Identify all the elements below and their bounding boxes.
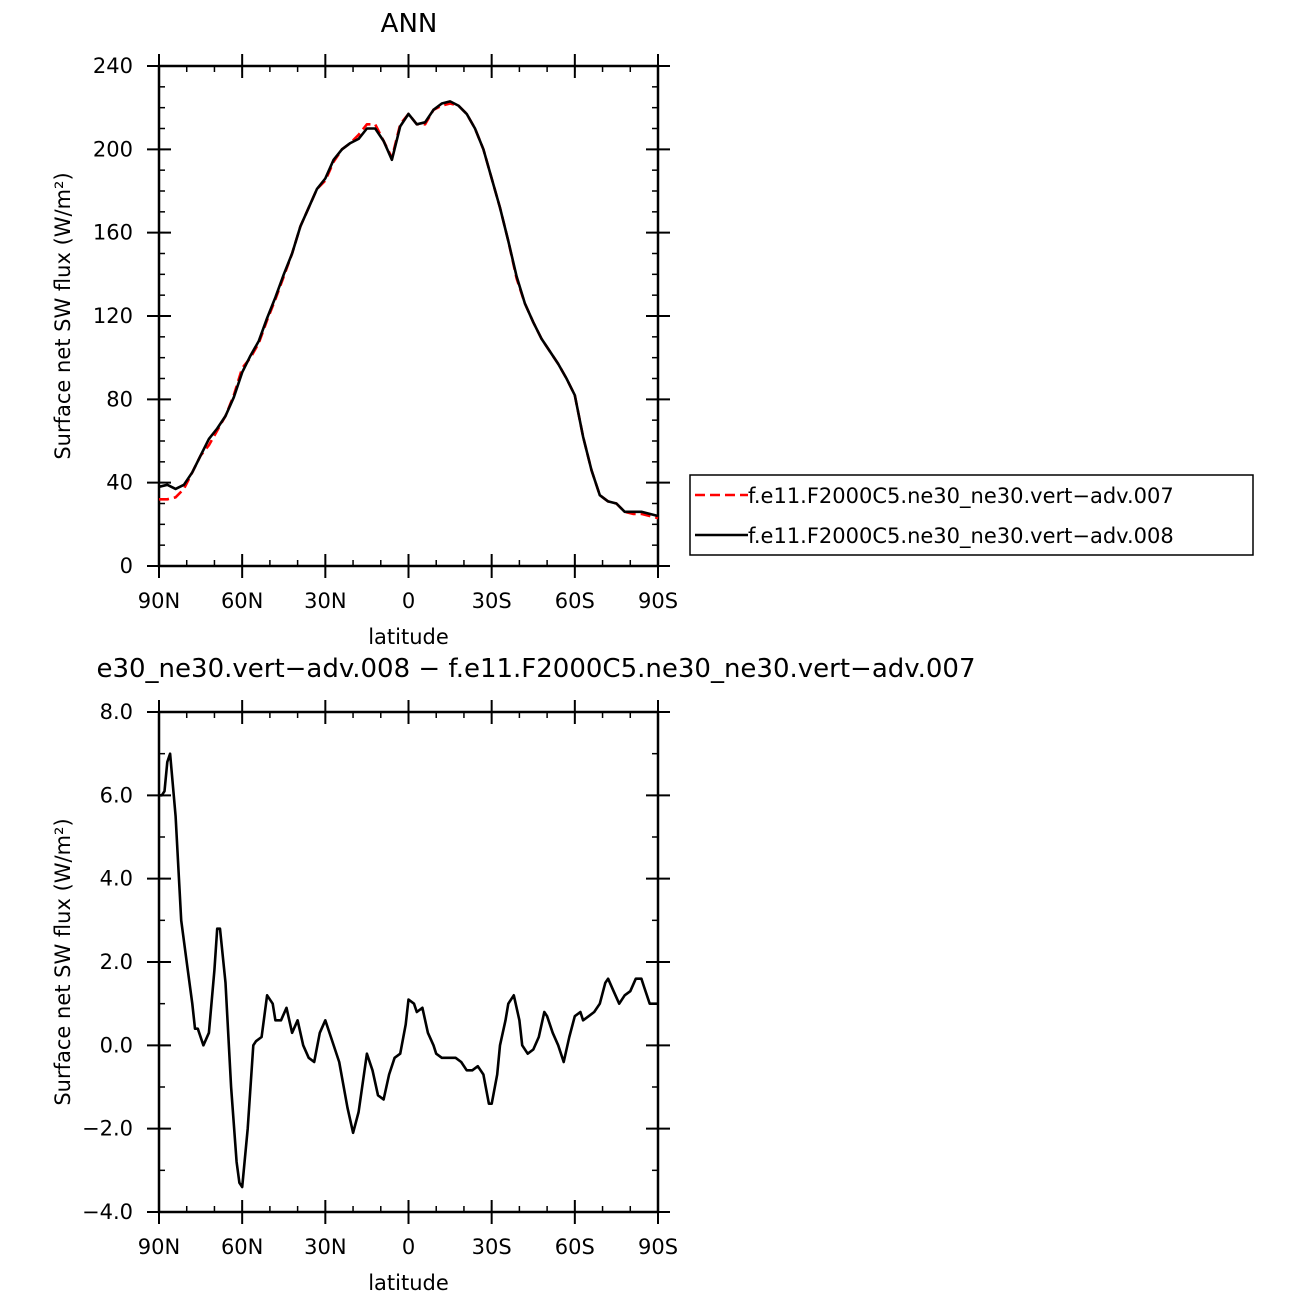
x-tick-label: 60N	[221, 589, 263, 613]
y-tick-label: 80	[106, 387, 133, 411]
y-tick-label: 240	[93, 54, 133, 78]
chart-title: ANN	[381, 9, 438, 39]
x-tick-label: 30N	[304, 589, 346, 613]
x-tick-label: 0	[402, 589, 415, 613]
x-tick-label: 90N	[138, 589, 180, 613]
x-tick-label: 90N	[138, 1235, 180, 1259]
y-tick-label: 160	[93, 221, 133, 245]
x-axis-title: latitude	[368, 1271, 449, 1295]
y-axis-title: Surface net SW flux (W/m²)	[51, 818, 75, 1105]
y-tick-label: 8.0	[100, 700, 133, 724]
bottom-panel-difference: −4.0 −2.0 0.0 2.0 4.0 6.0 8.0 90N 60N 30N 0 30S 60S 9…	[51, 654, 976, 1295]
y-tick-label: 2.0	[100, 950, 133, 974]
x-tick-label: 60N	[221, 1235, 263, 1259]
y-tick-label: 6.0	[100, 783, 133, 807]
legend-entry: f.e11.F2000C5.ne30_ne30.vert−adv.008	[748, 524, 1174, 549]
plot-frame	[157, 64, 660, 568]
y-tick-label: 120	[93, 304, 133, 328]
x-tick-label: 30S	[472, 1235, 512, 1259]
y-tick-label: −4.0	[82, 1200, 133, 1224]
x-tick-label: 30N	[304, 1235, 346, 1259]
legend-entry: f.e11.F2000C5.ne30_ne30.vert−adv.007	[748, 484, 1174, 509]
x-tick-label: 90S	[638, 589, 678, 613]
y-tick-label: 40	[106, 471, 133, 495]
y-tick-label: 200	[93, 137, 133, 161]
series-line-0	[159, 102, 659, 520]
y-tick-label: 0	[120, 554, 133, 578]
y-tick-label: 0.0	[100, 1033, 133, 1057]
y-axis-title: Surface net SW flux (W/m²)	[51, 172, 75, 459]
y-tick-label: −2.0	[82, 1117, 133, 1141]
series-line-1	[158, 100, 659, 518]
top-panel-flux: 0 40 80 120 160 200 240 90N 60N 30N 0 30S 60S 90S lati…	[51, 9, 1254, 649]
x-tick-label: 90S	[638, 1235, 678, 1259]
series-line-0	[159, 752, 658, 1189]
y-tick-label: 4.0	[100, 867, 133, 891]
x-tick-label: 60S	[555, 1235, 595, 1259]
x-axis-title: latitude	[368, 625, 449, 649]
chart-title: e30_ne30.vert−adv.008 − f.e11.F2000C5.ne…	[96, 654, 975, 684]
x-tick-label: 60S	[555, 589, 595, 613]
x-tick-label: 30S	[472, 589, 512, 613]
x-tick-label: 0	[402, 1235, 415, 1259]
legend-box	[689, 474, 1254, 556]
